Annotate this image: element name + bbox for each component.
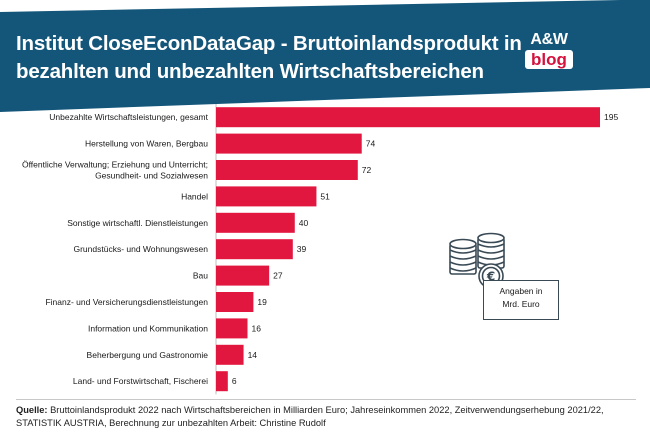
header-banner <box>0 0 650 112</box>
bar-10 <box>216 371 228 392</box>
page-title: Institut CloseEconDataGap - Bruttoinland… <box>16 30 522 86</box>
units-note-line-2: Mrd. Euro <box>502 299 540 309</box>
title-line-1: Institut CloseEconDataGap - Bruttoinland… <box>16 32 522 55</box>
source-note: Quelle: Bruttoinlandsprodukt 2022 nach W… <box>16 404 641 429</box>
category-label-8: Information und Kommunikation <box>88 323 208 333</box>
bars-group: 195 Unbezahlte Wirtschaftsleistungen, ges… <box>22 104 618 395</box>
category-label-4: Sonstige wirtschaftl. Dienstleistungen <box>67 218 208 228</box>
svg-text:€: € <box>486 270 495 284</box>
category-label-1: Herstellung von Waren, Bergbau <box>85 139 208 149</box>
bar-6 <box>216 265 270 286</box>
value-label-6: 27 <box>273 271 283 281</box>
bar-2 <box>216 160 358 180</box>
bar-5 <box>216 239 293 260</box>
category-label-3: Handel <box>181 191 208 201</box>
footer-divider <box>16 399 636 400</box>
value-label-7: 19 <box>257 297 267 307</box>
value-label-8: 16 <box>252 323 262 333</box>
units-note-line-1: Angaben in <box>499 286 543 296</box>
value-label-2: 72 <box>362 165 372 175</box>
category-label-7: Finanz- und Versicherungsdienstleistunge… <box>45 297 208 307</box>
source-label: Quelle: <box>16 405 48 415</box>
value-label-1: 74 <box>366 139 376 149</box>
category-label-5: Grundstücks- und Wohnungswesen <box>73 244 208 254</box>
bar-7 <box>216 292 254 312</box>
aw-blog-logo[interactable]: A&W blog <box>520 32 578 72</box>
bar-3 <box>216 186 317 207</box>
category-label-2: Öffentliche Verwaltung; Erziehung und Un… <box>22 160 208 181</box>
header-background <box>0 0 650 112</box>
bar-1 <box>216 133 362 154</box>
bar-9 <box>216 344 244 365</box>
value-label-0: 195 <box>604 112 618 122</box>
value-label-4: 40 <box>299 218 309 228</box>
value-label-3: 51 <box>320 191 330 201</box>
units-note: Angaben in Mrd. Euro <box>483 280 559 320</box>
title-line-2: bezahlten und unbezahlten Wirtschaftsber… <box>16 60 484 83</box>
category-label-9: Beherbergung und Gastronomie <box>87 350 209 360</box>
bar-4 <box>216 212 295 233</box>
source-text: Bruttoinlandsprodukt 2022 nach Wirtschaf… <box>16 405 604 428</box>
logo-bottom-text: blog <box>525 50 573 69</box>
category-label-10: Land- und Forstwirtschaft, Fischerei <box>73 376 208 386</box>
value-label-5: 39 <box>297 244 307 254</box>
value-label-10: 6 <box>232 376 237 386</box>
category-label-6: Bau <box>193 271 208 281</box>
bar-8 <box>216 318 248 339</box>
category-label-0: Unbezahlte Wirtschaftsleistungen, gesamt <box>49 112 208 122</box>
logo-top-text: A&W <box>530 31 568 48</box>
value-label-9: 14 <box>248 350 258 360</box>
bar-0 <box>216 107 600 128</box>
